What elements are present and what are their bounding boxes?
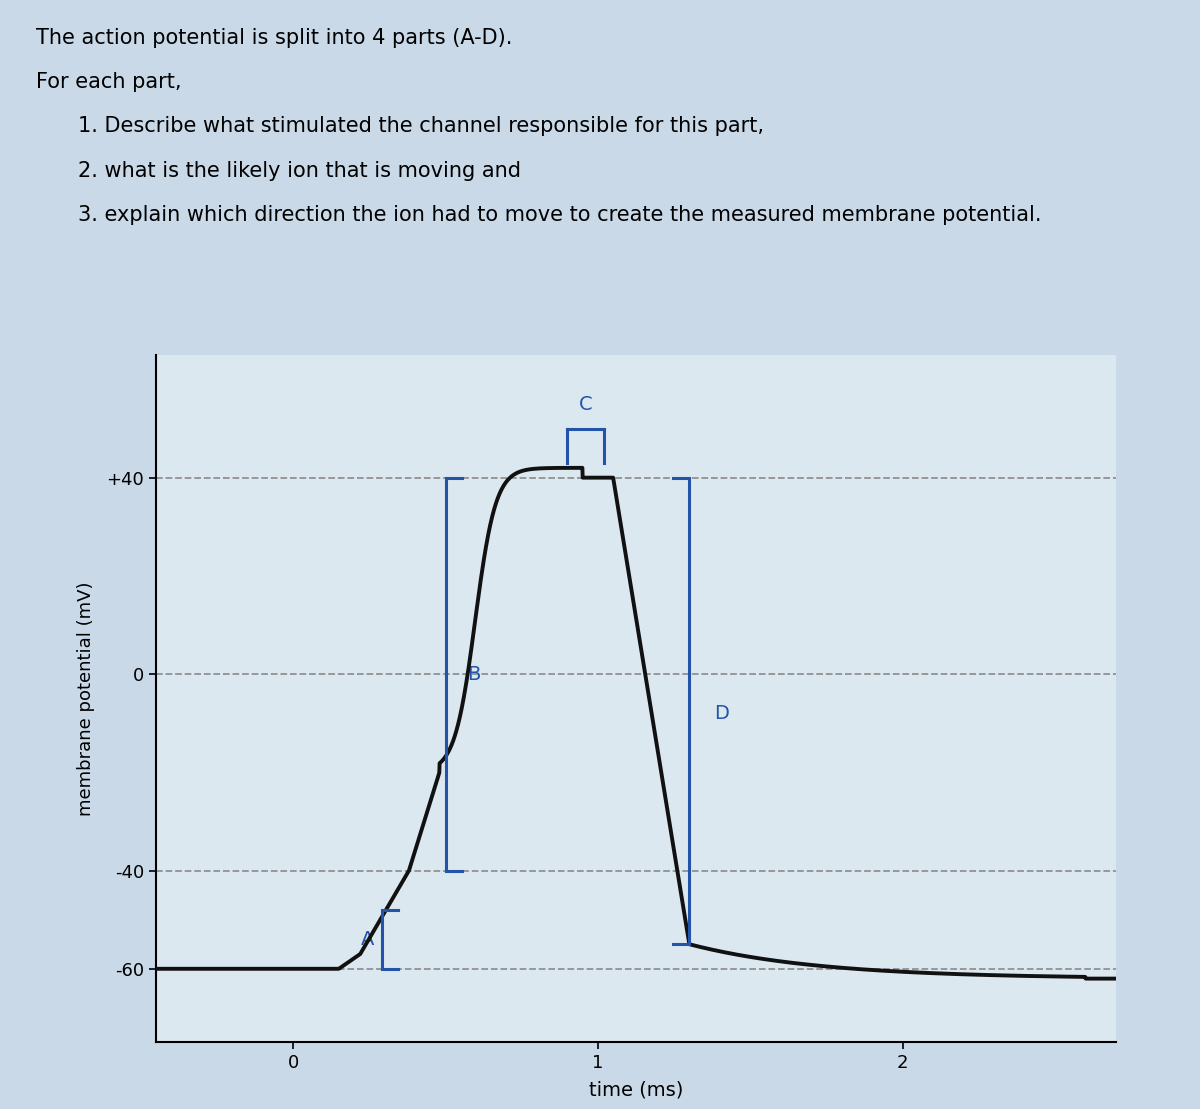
Text: For each part,: For each part, [36,72,181,92]
Text: D: D [714,704,728,723]
Text: 1. Describe what stimulated the channel responsible for this part,: 1. Describe what stimulated the channel … [78,116,764,136]
Text: The action potential is split into 4 parts (A-D).: The action potential is split into 4 par… [36,28,512,48]
Text: A: A [360,929,374,949]
Text: B: B [467,664,480,683]
Text: C: C [578,395,593,414]
Y-axis label: membrane potential (mV): membrane potential (mV) [77,581,95,816]
Text: 2. what is the likely ion that is moving and: 2. what is the likely ion that is moving… [78,161,521,181]
X-axis label: time (ms): time (ms) [589,1080,683,1100]
Text: 3. explain which direction the ion had to move to create the measured membrane p: 3. explain which direction the ion had t… [78,205,1042,225]
